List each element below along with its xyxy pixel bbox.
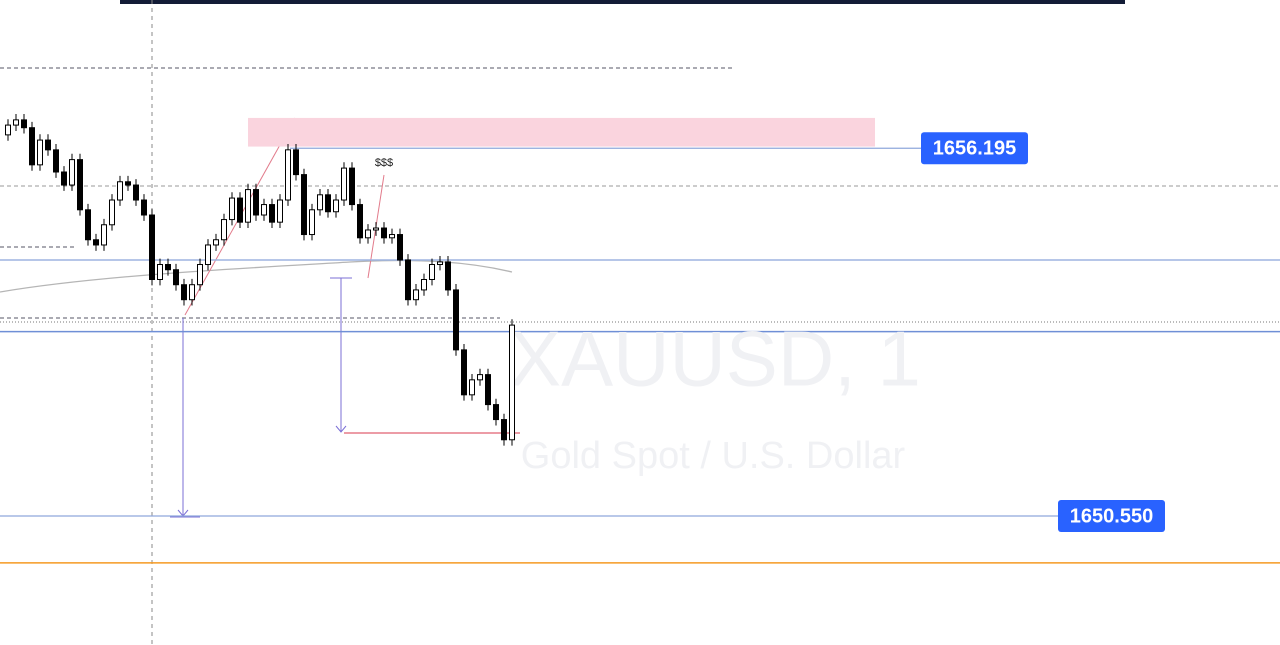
candle-body — [101, 224, 107, 246]
candle-body — [13, 119, 19, 126]
candle-body — [381, 227, 387, 239]
candle-body — [253, 189, 259, 216]
candle-body — [341, 167, 347, 201]
candle-body — [373, 227, 379, 231]
candle-body — [149, 214, 155, 280]
candle-body — [117, 181, 123, 201]
candle-body — [421, 279, 427, 291]
candle-body — [309, 209, 315, 236]
candle-body — [405, 259, 411, 301]
candle-body — [205, 244, 211, 266]
candle-body — [477, 374, 483, 381]
candle-body — [413, 289, 419, 301]
candle-body — [125, 181, 131, 186]
candle-body — [269, 204, 275, 223]
moving-average — [0, 259, 513, 293]
top-bar — [120, 0, 1125, 4]
candle-body — [37, 139, 43, 166]
watermark-symbol: XAUUSD, 1 — [509, 315, 921, 403]
candle-body — [109, 199, 115, 226]
candle-body — [229, 197, 235, 221]
candle-body — [325, 194, 331, 213]
candle-body — [213, 239, 219, 246]
price-labels: 1656.195 1650.550 — [921, 132, 1165, 532]
candle-body — [237, 197, 243, 223]
candle-body — [453, 289, 459, 351]
candle-body — [365, 229, 371, 239]
price-label-box — [1058, 500, 1165, 532]
candle-body — [45, 139, 51, 151]
candle-body — [277, 199, 283, 223]
candle-body — [197, 264, 203, 286]
candle-body — [445, 261, 451, 291]
candle-body — [77, 159, 83, 211]
candle-body — [333, 199, 339, 213]
candle-body — [69, 159, 75, 186]
candle-body — [357, 204, 363, 239]
candle-body — [93, 239, 99, 246]
candles — [5, 114, 515, 446]
level-layer — [0, 147, 1280, 564]
candle-body — [285, 149, 291, 201]
price-label-box — [921, 132, 1028, 165]
candle-body — [5, 124, 11, 136]
candle-body — [429, 264, 435, 280]
candle-body — [317, 194, 323, 211]
candle-body — [293, 149, 299, 176]
candle-body — [301, 174, 307, 236]
candle-body — [485, 374, 491, 406]
candle-body — [189, 284, 195, 301]
candle-body — [61, 171, 67, 186]
candle-body — [437, 261, 443, 266]
candle-body — [85, 209, 91, 241]
candle-body — [157, 264, 163, 280]
candle-body — [461, 349, 467, 396]
candle-body — [173, 269, 179, 286]
candle-body — [261, 204, 267, 216]
candle-body — [29, 127, 35, 166]
candle-body — [469, 379, 475, 396]
candle-body — [221, 219, 227, 241]
candle-body — [389, 234, 395, 239]
annotation: $$$ — [375, 157, 393, 169]
candle-body — [397, 234, 403, 261]
candle-body — [165, 264, 171, 271]
candle-body — [349, 167, 355, 206]
candle-body — [493, 404, 499, 421]
zone-layer — [248, 117, 875, 147]
candle-body — [53, 149, 59, 173]
candle-body — [21, 119, 27, 129]
candle-body — [501, 419, 507, 441]
candle-body — [181, 284, 187, 301]
measure-arrows — [170, 277, 352, 518]
supply-zone — [248, 117, 875, 147]
price-label: 1650.550 — [1070, 505, 1153, 527]
candle-body — [509, 324, 515, 441]
price-label: 1656.195 — [933, 138, 1016, 160]
candle-body — [141, 199, 147, 216]
candle-body — [245, 189, 251, 223]
candle-body — [133, 184, 139, 201]
watermark-name: Gold Spot / U.S. Dollar — [521, 435, 906, 477]
